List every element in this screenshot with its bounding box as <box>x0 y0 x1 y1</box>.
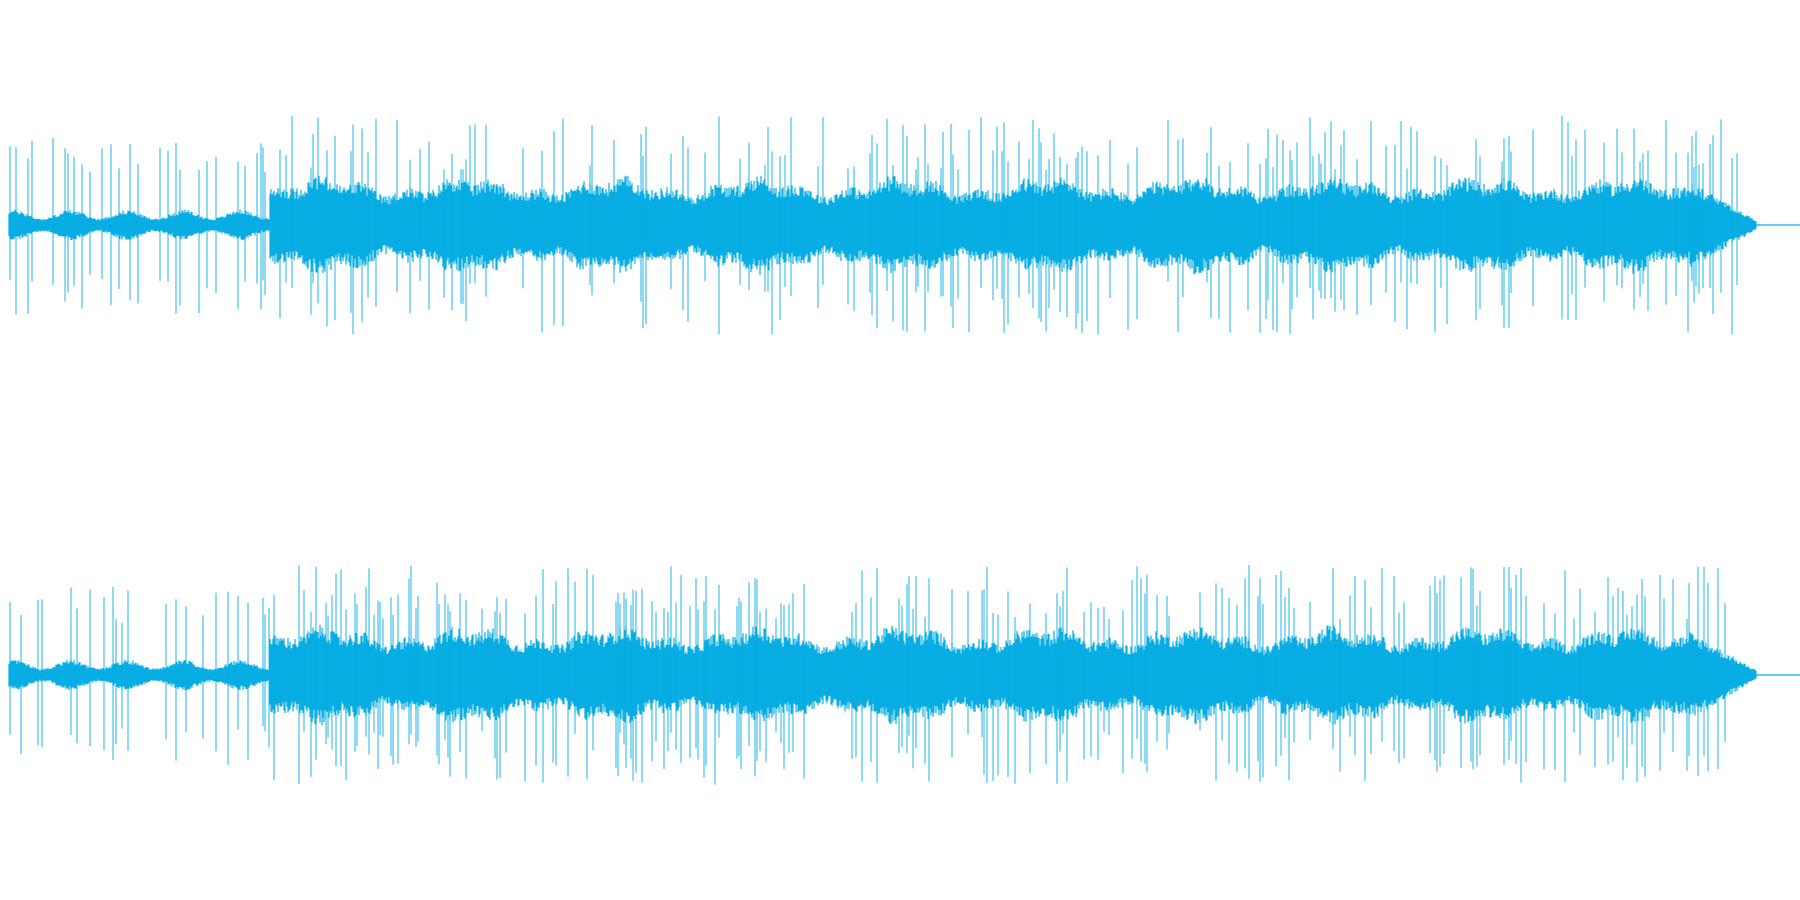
waveform-body <box>8 175 1757 275</box>
waveform-body <box>8 624 1757 725</box>
waveform-peaks <box>9 565 1726 785</box>
waveform-peaks <box>9 115 1738 335</box>
